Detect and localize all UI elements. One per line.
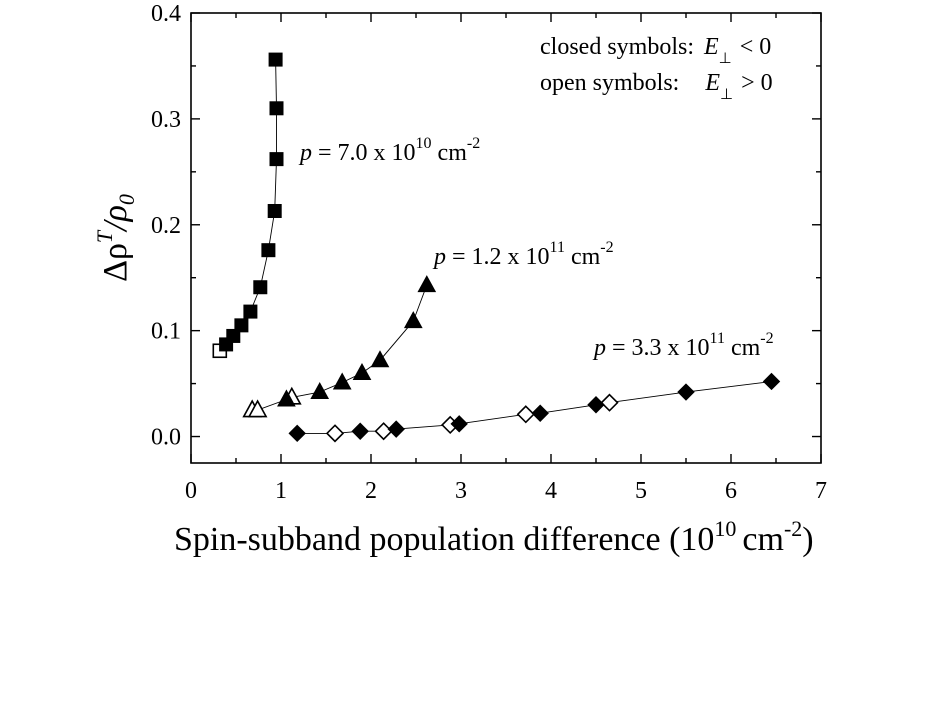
series-1-closed-square-marker	[267, 204, 282, 218]
series-3-open-diamond-marker	[516, 405, 535, 424]
series-2-line	[252, 284, 428, 411]
series-3-closed-diamond-marker	[351, 422, 369, 440]
series-1-closed-square-marker	[269, 101, 284, 116]
x-tick-label: 3	[455, 478, 467, 504]
series-2-closed-triangle-marker	[403, 311, 423, 329]
x-tick-label: 4	[545, 478, 557, 504]
series-3-line	[297, 381, 772, 434]
x-tick-label: 0	[185, 478, 197, 504]
series-3-closed-diamond-marker	[450, 415, 468, 433]
series-2-closed-triangle-marker	[310, 382, 330, 400]
legend-closed-symbols: closed symbols: E⊥ < 0	[540, 34, 771, 67]
y-tick-label: 0.0	[151, 425, 181, 451]
series-2-closed-triangle-marker	[352, 362, 372, 380]
series-2-open-triangle-marker	[247, 399, 268, 418]
series-2-closed-triangle-marker	[277, 389, 296, 407]
series-3-open-diamond-marker	[325, 424, 345, 443]
series-3-open-diamond-marker	[374, 422, 393, 441]
x-axis-title: Spin-subband population difference (1010…	[174, 516, 814, 558]
series-2-closed-triangle-marker	[417, 275, 437, 293]
series-1-closed-square-marker	[243, 304, 258, 319]
series-1-closed-square-marker	[269, 152, 284, 167]
series-1-closed-square-marker	[234, 318, 249, 333]
series-3-closed-diamond-marker	[288, 424, 306, 443]
x-tick-label: 6	[725, 478, 737, 504]
series-3-closed-diamond-marker	[387, 420, 405, 438]
series-1-closed-square-marker	[268, 52, 283, 67]
annotation-series-2: p = 1.2 x 1011 cm-2	[432, 239, 614, 270]
series-1-closed-square-marker	[226, 328, 241, 343]
series-3-open-diamond-marker	[600, 393, 619, 412]
series-1-closed-square-marker	[253, 280, 268, 295]
series-3-closed-diamond-marker	[677, 383, 695, 401]
series-2-closed-triangle-marker	[332, 372, 352, 390]
y-tick-label: 0.4	[151, 1, 181, 27]
y-tick-label: 0.1	[151, 319, 181, 345]
x-tick-label: 5	[635, 478, 647, 504]
y-axis-title: ΔρT/ρ0	[92, 194, 139, 282]
series-3-closed-diamond-marker	[531, 404, 549, 422]
series-1-closed-square-marker	[261, 243, 276, 258]
y-tick-label: 0.3	[151, 107, 181, 133]
x-tick-label: 7	[815, 478, 827, 504]
x-tick-label: 1	[275, 478, 287, 504]
series-3-closed-diamond-marker	[762, 372, 781, 391]
series-3-closed-diamond-marker	[587, 396, 605, 414]
x-tick-label: 2	[365, 478, 377, 504]
axis-ticks: 0 1 2 3 4 5 6 7 0.0 0.1 0.2 0.3 0.4	[151, 1, 827, 504]
y-tick-label: 0.2	[151, 213, 181, 239]
data-markers	[212, 52, 781, 443]
annotation-series-3: p = 3.3 x 1011 cm-2	[592, 330, 774, 361]
legend-open-symbols: open symbols: E⊥ > 0	[540, 70, 773, 103]
series-2-closed-triangle-marker	[370, 350, 390, 368]
annotation-series-1: p = 7.0 x 1010 cm-2	[298, 135, 480, 166]
